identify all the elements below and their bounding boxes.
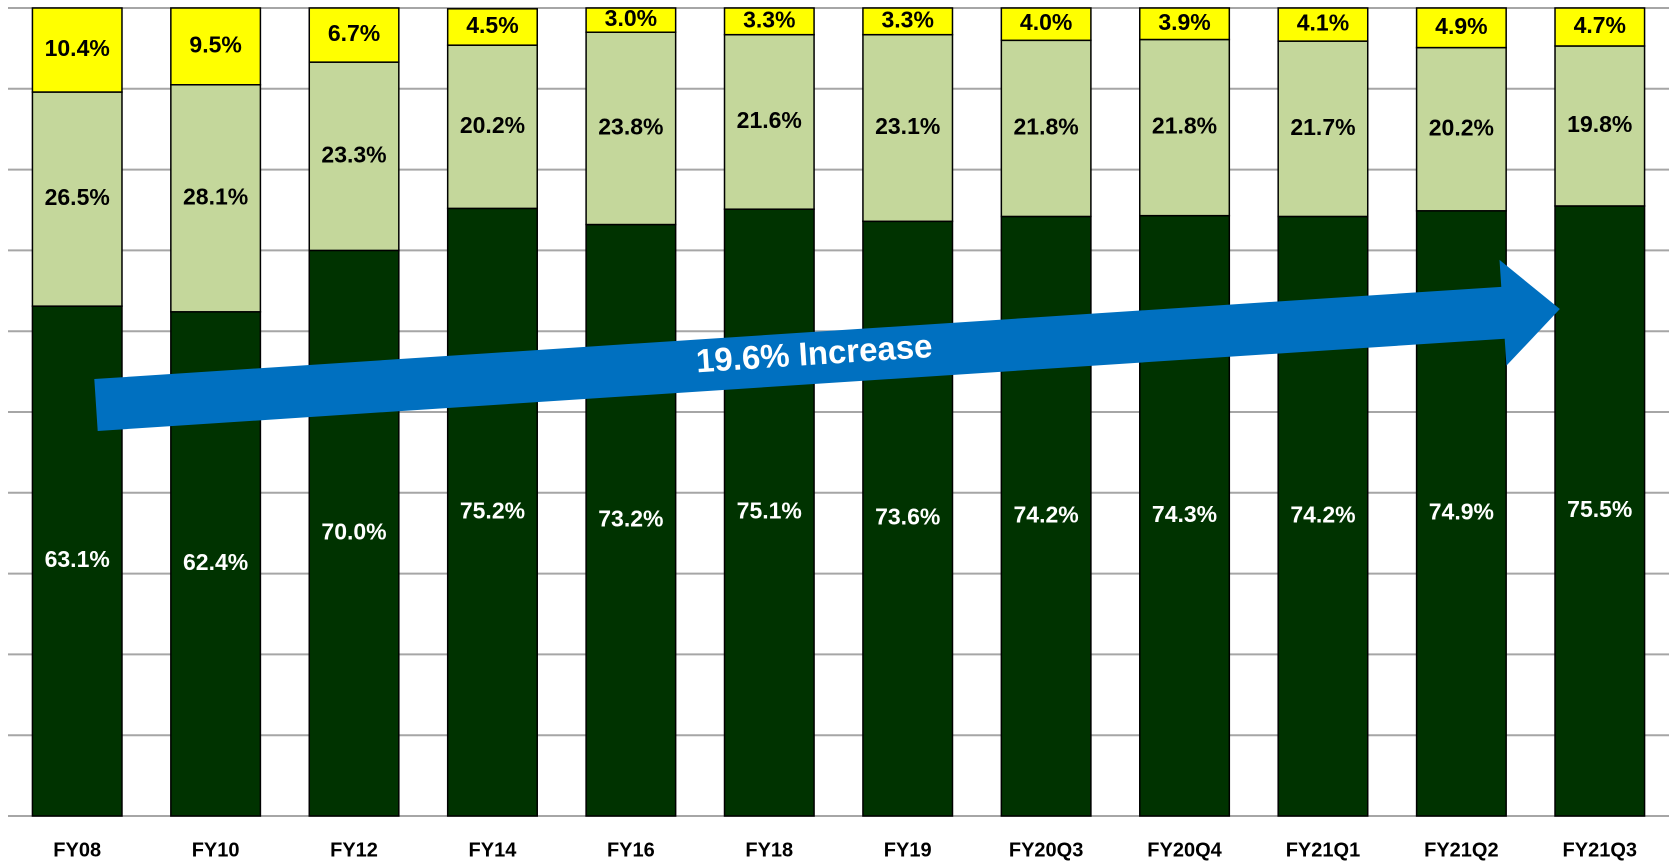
data-label: 75.5%: [1567, 496, 1632, 522]
data-label: 74.2%: [1014, 501, 1079, 527]
data-label: 23.8%: [598, 113, 663, 139]
data-label: 21.8%: [1152, 113, 1217, 139]
bar-segment: [31, 7, 123, 93]
data-label: 3.3%: [743, 6, 795, 32]
data-label: 21.6%: [737, 107, 802, 133]
data-label: 3.9%: [1158, 9, 1210, 35]
x-tick-label: FY12: [330, 839, 378, 861]
bar-segment: [308, 249, 400, 817]
data-label: 4.7%: [1574, 12, 1626, 38]
data-label: 21.8%: [1014, 113, 1079, 139]
data-label: 62.4%: [183, 549, 248, 575]
data-label: 4.1%: [1297, 10, 1349, 36]
bar-segment: [446, 207, 538, 817]
data-label: 70.0%: [321, 518, 386, 544]
bar-segment: [723, 33, 815, 210]
data-label: 21.7%: [1290, 114, 1355, 140]
x-tick-label: FY20Q3: [1009, 839, 1083, 861]
data-label: 73.2%: [598, 505, 663, 531]
data-label: 75.1%: [737, 498, 802, 524]
data-label: 4.0%: [1020, 9, 1072, 35]
data-label: 73.6%: [875, 504, 940, 530]
data-label: 74.2%: [1290, 501, 1355, 527]
bar-segment: [1554, 45, 1646, 207]
bar-segment: [862, 7, 954, 36]
data-label: 28.1%: [183, 183, 248, 209]
x-tick-label: FY21Q1: [1286, 839, 1360, 861]
bars: 63.1% 26.5% 10.4% 62.4% 28.1% 9.5% 70.0% 23.3% 6…: [31, 5, 1646, 817]
bar-segment: [1000, 7, 1092, 42]
bar-segment: [446, 44, 538, 210]
data-label: 4.5%: [466, 12, 518, 38]
bar-segment: [1139, 7, 1231, 41]
bar-segment: [585, 31, 677, 226]
bar-segment: [1554, 205, 1646, 817]
data-label: 75.2%: [460, 497, 525, 523]
bar-segment: [1554, 7, 1646, 47]
bar-segment: [585, 223, 677, 817]
x-tick-label: FY16: [607, 839, 655, 861]
bar-segment: [170, 84, 262, 313]
x-tick-label: FY14: [469, 839, 518, 861]
data-label: 20.2%: [1429, 114, 1494, 140]
data-label: 20.2%: [460, 112, 525, 138]
x-tick-label: FY10: [192, 839, 240, 861]
bar-segment: [308, 7, 400, 63]
data-label: 23.1%: [875, 113, 940, 139]
bar-segment: [1139, 38, 1231, 217]
x-tick-label: FY19: [884, 839, 932, 861]
bar-segment: [723, 7, 815, 36]
bar-segment: [862, 220, 954, 817]
x-tick-label: FY21Q2: [1424, 839, 1498, 861]
data-label: 3.3%: [881, 6, 933, 32]
data-label: 23.3%: [321, 141, 386, 167]
data-label: 3.0%: [605, 5, 657, 31]
bar-segment: [31, 91, 123, 307]
data-label: 74.3%: [1152, 501, 1217, 527]
bar-segment: [1000, 39, 1092, 218]
data-label: 26.5%: [45, 184, 110, 210]
bar-segment: [862, 33, 954, 223]
data-label: 19.8%: [1567, 111, 1632, 137]
data-label: 10.4%: [45, 35, 110, 61]
data-label: 9.5%: [189, 31, 241, 57]
bar-segment: [723, 208, 815, 817]
bar-segment: [446, 8, 538, 46]
arrow-shape: [94, 259, 1560, 431]
data-label: 4.9%: [1435, 13, 1487, 39]
x-tick-label: FY21Q3: [1563, 839, 1637, 861]
bar-segment: [308, 61, 400, 252]
bar-segment: [170, 7, 262, 86]
bar-segment: [1415, 7, 1507, 49]
bar-segment: [1277, 7, 1369, 42]
bar-segment: [1277, 40, 1369, 218]
data-label: 63.1%: [45, 546, 110, 572]
data-label: 74.9%: [1429, 498, 1494, 524]
bar-segment: [585, 7, 677, 33]
x-tick-label: FY18: [745, 839, 793, 861]
x-tick-label: FY20Q4: [1147, 839, 1222, 861]
data-label: 6.7%: [328, 20, 380, 46]
x-tick-label: FY08: [53, 839, 101, 861]
